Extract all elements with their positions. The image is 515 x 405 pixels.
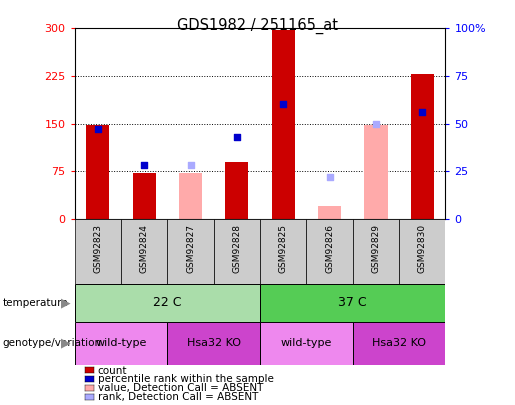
Text: ▶: ▶	[61, 296, 71, 309]
Bar	[75, 284, 260, 322]
Bar	[179, 173, 202, 219]
Bar	[410, 74, 434, 219]
Text: GSM92830: GSM92830	[418, 224, 427, 273]
Text: Hsa32 KO: Hsa32 KO	[372, 338, 426, 348]
Point	[418, 109, 426, 115]
Bar	[260, 322, 353, 364]
Bar	[167, 322, 260, 364]
Text: GSM92824: GSM92824	[140, 224, 149, 273]
Text: value, Detection Call = ABSENT: value, Detection Call = ABSENT	[98, 384, 263, 393]
Text: wild-type: wild-type	[281, 338, 332, 348]
Text: genotype/variation: genotype/variation	[3, 338, 101, 348]
Bar	[306, 219, 353, 284]
Text: temperature: temperature	[3, 298, 68, 308]
Bar	[260, 284, 445, 322]
Text: count: count	[98, 366, 127, 375]
Point	[233, 134, 241, 140]
Text: 22 C: 22 C	[153, 296, 182, 309]
Bar	[318, 206, 341, 219]
Bar	[133, 173, 156, 219]
Text: GSM92826: GSM92826	[325, 224, 334, 273]
Bar	[364, 125, 387, 219]
Point	[186, 162, 195, 168]
Text: GSM92829: GSM92829	[371, 224, 381, 273]
Bar	[121, 219, 167, 284]
Text: GDS1982 / 251165_at: GDS1982 / 251165_at	[177, 18, 338, 34]
Text: 37 C: 37 C	[338, 296, 367, 309]
Bar	[86, 125, 109, 219]
Point	[279, 101, 287, 108]
Text: percentile rank within the sample: percentile rank within the sample	[98, 375, 274, 384]
Point	[372, 120, 380, 127]
Bar	[353, 322, 445, 364]
Bar	[226, 162, 248, 219]
Bar	[75, 322, 167, 364]
Bar	[75, 219, 121, 284]
Bar	[353, 219, 399, 284]
Text: rank, Detection Call = ABSENT: rank, Detection Call = ABSENT	[98, 392, 258, 402]
Point	[140, 162, 148, 168]
Bar	[399, 219, 445, 284]
Text: Hsa32 KO: Hsa32 KO	[187, 338, 241, 348]
Point	[325, 174, 334, 180]
Text: GSM92828: GSM92828	[232, 224, 242, 273]
Bar	[167, 219, 214, 284]
Bar	[272, 30, 295, 219]
Point	[94, 126, 102, 132]
Text: ▶: ▶	[61, 337, 71, 350]
Text: wild-type: wild-type	[95, 338, 147, 348]
Text: GSM92823: GSM92823	[93, 224, 102, 273]
Bar	[214, 219, 260, 284]
Text: GSM92827: GSM92827	[186, 224, 195, 273]
Bar	[260, 219, 306, 284]
Text: GSM92825: GSM92825	[279, 224, 288, 273]
